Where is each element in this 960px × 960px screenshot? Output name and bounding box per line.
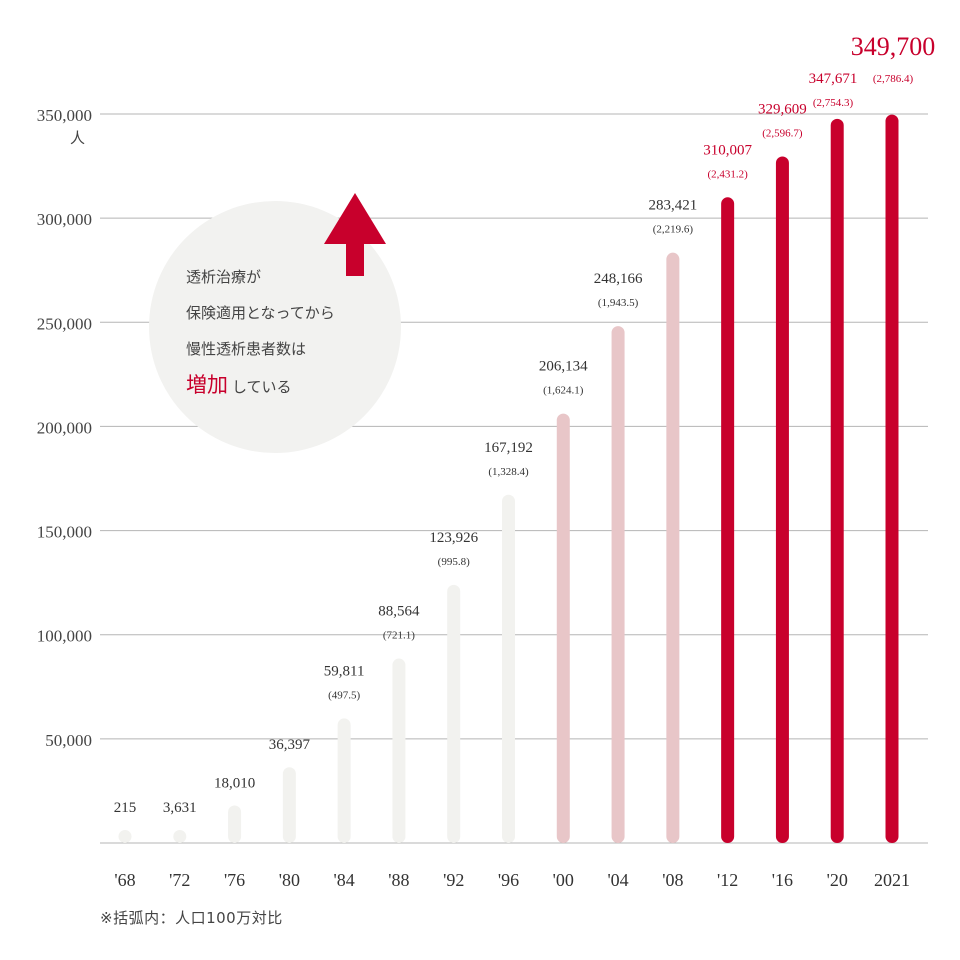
value-label: 88,564 [378,604,420,620]
value-label: 123,926 [429,530,478,546]
value-label: 3,631 [163,800,197,816]
callout: 透析治療が 保険適用となってから 慢性透析患者数は 増加 している [149,193,401,453]
x-tick-label: '20 [827,870,848,890]
x-tick-label: '88 [388,870,409,890]
callout-suffix: している [232,378,292,396]
per-million-label: (1,328.4) [488,466,529,478]
per-million-label: (497.5) [328,689,360,701]
value-label: 36,397 [269,737,311,753]
value-label: 347,671 [809,71,858,87]
y-axis-unit: 人 [70,129,85,147]
value-label: 349,700 [851,32,936,61]
bar [666,252,680,843]
value-label: 206,134 [539,359,588,375]
x-tick-label: '00 [553,870,574,890]
y-tick-label: 100,000 [37,627,92,646]
up-arrow-icon [324,193,386,276]
bar [830,118,844,844]
value-label: 310,007 [703,142,752,158]
per-million-label: (1,943.5) [598,297,639,309]
per-million-label: (2,219.6) [653,224,694,236]
y-axis-ticks: 50,000 100,000 150,000 200,000 250,000 300,00… [37,106,92,750]
x-tick-label: '92 [443,870,464,890]
x-tick-label: '96 [498,870,519,890]
callout-highlight: 増加 [186,373,228,397]
y-tick-label: 350,000 [37,106,92,125]
per-million-label: (2,754.3) [813,97,854,109]
bar [885,114,899,843]
per-million-label: (995.8) [438,556,470,568]
value-label: 59,811 [324,663,365,679]
y-tick-label: 50,000 [45,731,92,750]
x-axis-categories: '68 '72 '76 '80 '84 '88 '92 '96 '00 '04 '08 '12 '16 '… [114,870,910,890]
value-label: 167,192 [484,440,533,456]
x-tick-label: '68 [114,870,135,890]
bar [228,805,242,843]
value-label: 215 [114,800,137,816]
bar [447,584,461,843]
x-tick-label: '72 [169,870,190,890]
value-label: 329,609 [758,101,807,117]
y-tick-label: 300,000 [37,210,92,229]
bar [173,830,187,843]
bar [337,718,351,843]
per-million-label: (2,596.7) [762,127,803,139]
callout-circle [149,201,401,453]
per-million-label: (2,431.2) [707,168,748,180]
x-tick-label: '80 [279,870,300,890]
bar [392,658,406,843]
bar [282,767,296,843]
bars [118,114,899,844]
callout-line-1: 透析治療が [186,268,261,286]
value-label: 283,421 [648,198,697,214]
y-tick-label: 200,000 [37,418,92,437]
callout-line-3: 慢性透析患者数は [186,340,306,358]
value-label: 248,166 [594,271,643,287]
per-million-label: (721.1) [383,630,415,642]
y-tick-label: 250,000 [37,314,92,333]
callout-line-2: 保険適用となってから [186,304,335,322]
x-tick-label: '08 [662,870,683,890]
callout-line-4: 増加 している [186,373,292,397]
x-tick-label: '76 [224,870,245,890]
y-tick-label: 150,000 [37,523,92,542]
x-tick-label: '04 [607,870,628,890]
footnote: ※括弧内：人口100万対比 [100,909,283,927]
x-tick-label: 2021 [874,870,910,890]
bar [502,494,515,843]
bar [118,830,132,843]
x-tick-label: '16 [772,870,793,890]
bar [775,156,789,843]
x-tick-label: '12 [717,870,738,890]
bar [611,326,625,843]
value-label: 18,010 [214,775,255,791]
bar [721,197,735,844]
x-tick-label: '84 [334,870,355,890]
per-million-label: (1,624.1) [543,385,584,397]
per-million-label: (2,786.4) [873,73,914,85]
value-labels: 215 3,631 18,010 36,397 59,811 (497.5) 88,564 (… [114,32,936,816]
bar [556,413,570,843]
